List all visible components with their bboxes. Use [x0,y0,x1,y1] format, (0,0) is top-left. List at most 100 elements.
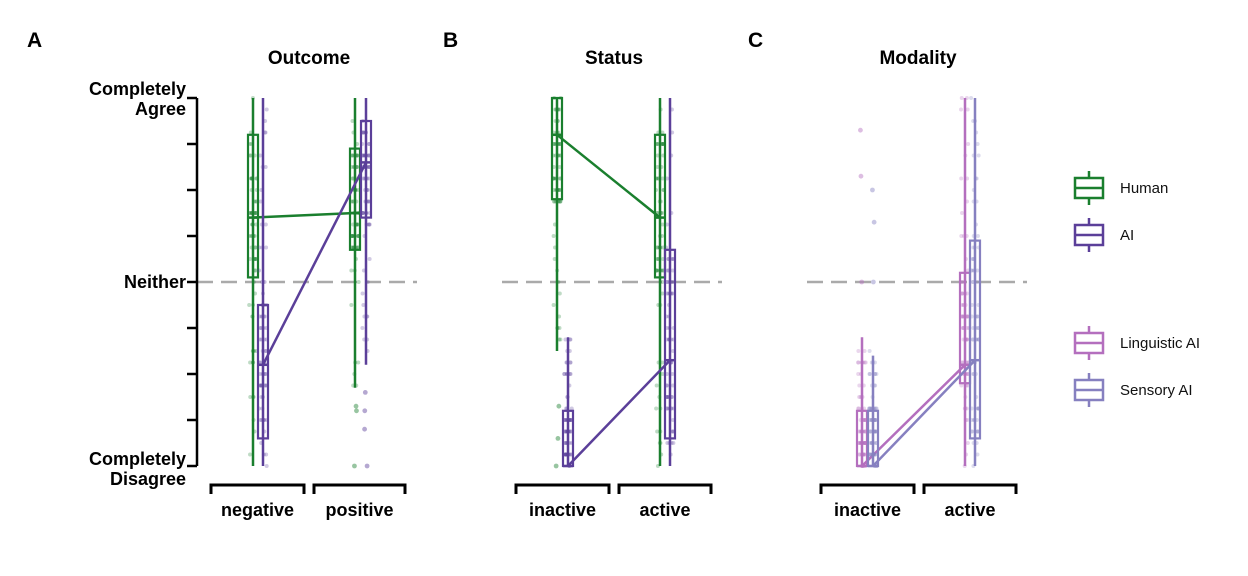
data-point [551,303,556,307]
data-point [568,418,573,422]
data-point [862,360,867,365]
box-iqr [663,248,677,440]
panel-c: C Modality inactive active [748,29,1027,520]
data-point [856,406,861,411]
data-point [862,418,867,422]
data-point [868,418,873,422]
data-point [367,257,372,261]
data-point [655,211,660,215]
data-point [867,406,872,411]
data-point [258,199,263,204]
series-human [550,96,667,469]
x-bracket [209,483,306,494]
data-point [557,326,562,330]
data-point [857,452,862,457]
data-point [263,349,268,353]
data-point [966,142,971,146]
data-point [253,245,258,250]
data-point [867,406,872,411]
data-point [257,268,262,273]
outlier-point [553,463,559,469]
data-point [960,291,965,296]
x-tick-label: positive [325,500,393,520]
x-bracket [312,483,407,494]
panel-a: AOutcomeCompletelyAgreeNeitherCompletely… [27,29,417,520]
data-point [563,452,568,457]
outlier-point [362,390,368,395]
data-point [557,107,562,112]
data-point [568,372,573,376]
data-point [660,360,665,365]
data-point [965,107,970,112]
chart-panels: AOutcomeCompletelyAgreeNeitherCompletely… [27,29,1027,520]
data-point [563,452,568,457]
data-point [965,383,970,388]
data-point [873,418,878,422]
data-point [551,234,556,238]
y-tick-label: Completely [89,449,186,469]
x-bracket [617,483,713,494]
data-point [366,199,371,204]
y-tick-label: Completely [89,79,186,99]
outlier-point [555,436,561,441]
median-connector-line [861,363,966,467]
data-point [960,291,965,296]
data-point [660,222,665,227]
panel-title: Outcome [268,48,350,69]
data-point [862,349,867,353]
data-point [258,418,263,422]
data-point [248,452,253,457]
data-point [263,130,268,135]
data-point [361,130,366,135]
panel-letter: C [748,29,763,52]
data-point [361,176,366,181]
data-point [264,464,269,468]
data-point [655,165,660,169]
data-point [568,337,573,342]
data-point [655,211,660,215]
data-point [569,406,574,411]
series-ai [561,98,677,468]
data-point [670,372,675,376]
data-point [975,268,980,273]
data-point [965,326,970,330]
median-connector-line [252,211,356,219]
data-point [660,142,665,146]
data-point [857,383,862,388]
data-point [360,326,365,330]
outlier-point [353,403,359,409]
series-sensory-ai [866,96,982,468]
outlier-point [362,426,367,432]
data-point [665,406,670,411]
outlier-point [858,173,864,179]
data-point [557,291,562,296]
data-point [665,395,670,399]
box [855,127,869,468]
data-point [361,153,366,158]
panel-letter: A [27,29,42,52]
data-point [960,314,965,319]
box-iqr [256,303,270,440]
x-bracket [922,483,1018,494]
data-point [253,268,258,273]
data-point [665,441,670,445]
data-point [557,199,562,204]
outlier-point [859,279,865,285]
series-human [246,96,362,469]
data-point [874,406,879,411]
box [246,96,260,466]
data-point [263,383,268,388]
data-point [655,153,660,158]
legend-box-icon [1073,218,1105,252]
data-point [264,245,269,250]
data-point [965,314,970,319]
data-point [563,441,568,445]
box [550,96,564,469]
data-point [568,429,573,434]
data-point [867,372,872,376]
data-point [874,372,879,376]
data-point [975,314,980,319]
legend-item-linguistic-ai: Linguistic AI [1073,326,1200,360]
data-point [959,107,964,112]
data-point [965,360,970,365]
